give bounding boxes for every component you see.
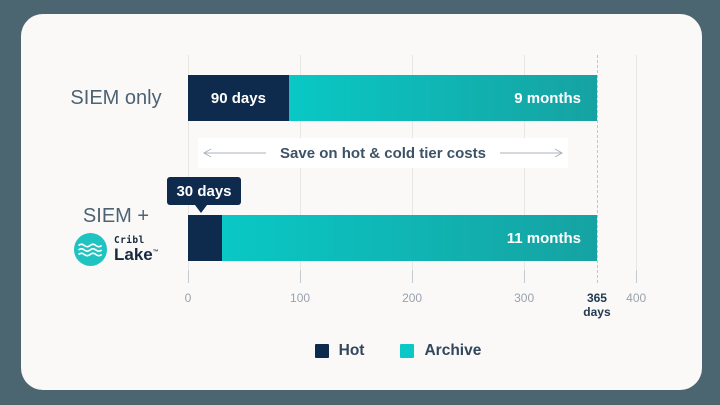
- x-tick-2: 200: [402, 291, 423, 305]
- cribl-lake-wave-icon: [74, 233, 107, 266]
- hot-days-tooltip: 30 days: [167, 177, 241, 213]
- axis-tickmark: [636, 270, 638, 283]
- legend: Hot Archive: [188, 342, 608, 360]
- legend-item-hot: Hot: [314, 342, 365, 360]
- axis-tickmark: [188, 270, 189, 283]
- bar-row2-hot: [188, 215, 222, 261]
- bar-row2-archive: 11 months: [221, 215, 597, 261]
- axis-tickmark: [524, 270, 526, 283]
- x-marker-value: 365: [586, 291, 607, 305]
- hot-value-label: 90 days: [210, 89, 266, 107]
- savings-callout-text: Save on hot & cold tier costs: [280, 144, 486, 162]
- cribl-lake-logo: Cribl Lake™: [74, 233, 159, 266]
- row-label-siem-only: SIEM only: [70, 87, 162, 109]
- bar-row1-archive: 9 months: [288, 75, 597, 121]
- right-arrow-icon: [499, 148, 563, 158]
- gridline: [636, 55, 638, 270]
- tooltip-value-label: 30 days: [176, 182, 232, 200]
- savings-callout: Save on hot & cold tier costs: [198, 138, 568, 168]
- bar-row1-hot: 90 days: [188, 75, 289, 121]
- chart-area: 0 100 200 300 400 365 days SIEM only 90 …: [21, 14, 702, 390]
- legend-item-archive: Archive: [400, 342, 481, 360]
- archive-swatch-icon: [400, 344, 415, 358]
- hot-swatch-icon: [314, 344, 329, 358]
- x-tick-4: 400: [626, 291, 647, 305]
- axis-tickmark: [300, 270, 302, 283]
- row-label-siem-plus: SIEM +: [82, 205, 150, 227]
- archive-value-label: 11 months: [506, 229, 581, 247]
- x-marker-label: 365 days: [583, 291, 610, 319]
- x-tick-3: 300: [514, 291, 535, 305]
- lake-product-text: Lake™: [114, 246, 159, 263]
- archive-value-label: 9 months: [514, 89, 581, 107]
- x-tick-0: 0: [184, 291, 192, 305]
- left-arrow-icon: [203, 148, 267, 158]
- gridline: [188, 55, 189, 270]
- trademark-symbol: ™: [152, 249, 159, 256]
- cribl-lake-wordmark: Cribl Lake™: [114, 236, 159, 264]
- legend-label-archive: Archive: [424, 342, 482, 359]
- legend-label-hot: Hot: [338, 342, 365, 359]
- axis-tickmark: [412, 270, 414, 283]
- x-marker-unit: days: [583, 305, 611, 319]
- chart-card: 0 100 200 300 400 365 days SIEM only 90 …: [21, 14, 702, 390]
- lake-text: Lake: [114, 245, 153, 265]
- x-tick-1: 100: [290, 291, 311, 305]
- x-marker-line: [596, 55, 598, 283]
- cribl-brand-text: Cribl: [114, 234, 145, 246]
